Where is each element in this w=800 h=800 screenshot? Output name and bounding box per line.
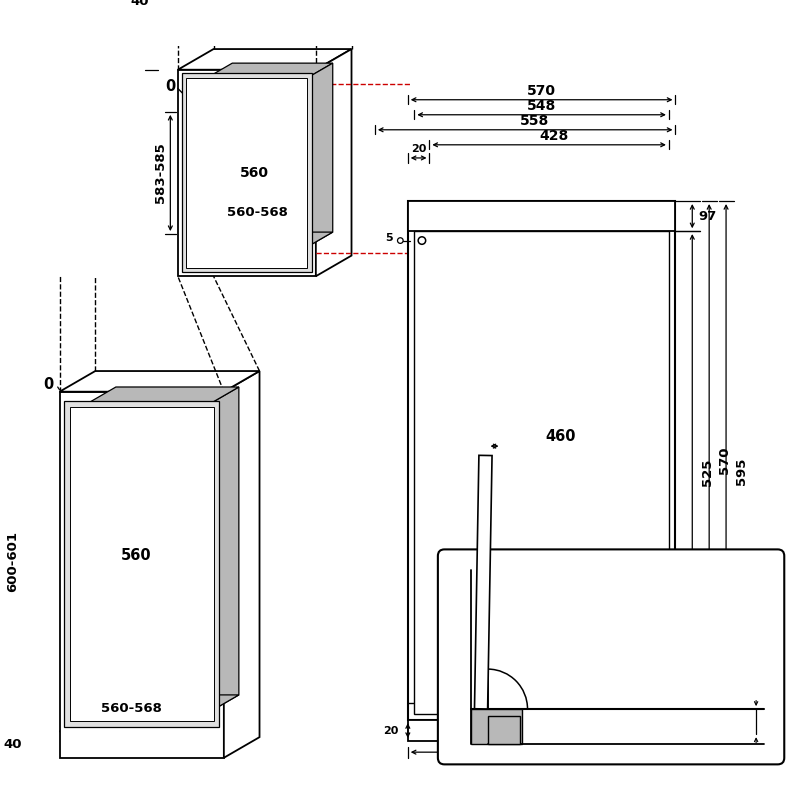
Circle shape [418,237,426,244]
Bar [186,78,307,268]
Circle shape [398,238,403,243]
Text: 558: 558 [520,114,549,128]
Bar [64,401,219,727]
Polygon shape [80,387,239,408]
Polygon shape [59,371,259,392]
Text: 9: 9 [762,718,772,732]
Polygon shape [80,695,239,715]
Text: 583-585: 583-585 [154,142,167,203]
FancyBboxPatch shape [438,550,784,764]
Text: 560-568: 560-568 [102,702,162,714]
Bar [408,201,675,720]
Bar [414,231,669,714]
Polygon shape [470,709,522,744]
Polygon shape [297,63,333,253]
Polygon shape [59,711,259,731]
Polygon shape [316,49,351,276]
Text: 20: 20 [383,726,398,735]
Bar [182,74,312,273]
Polygon shape [203,387,239,715]
Text: 89°: 89° [522,617,550,632]
Text: 460: 460 [545,430,575,444]
Text: 0: 0 [647,695,657,708]
Text: 0: 0 [44,377,54,392]
Polygon shape [474,455,492,709]
Text: 570: 570 [718,447,730,474]
Polygon shape [197,63,333,84]
Text: 560: 560 [122,549,152,563]
Text: 97: 97 [698,210,717,222]
Text: 0: 0 [166,79,175,94]
Bar [408,720,675,741]
Text: 20: 20 [411,145,426,154]
Text: 5: 5 [386,233,393,242]
Text: 560-568: 560-568 [227,206,288,219]
Text: 428: 428 [539,130,569,143]
Polygon shape [488,717,521,744]
Text: 570: 570 [527,84,556,98]
Text: 40: 40 [130,0,149,8]
Text: 595: 595 [734,458,747,485]
Text: 548: 548 [527,99,556,114]
Bar [408,201,675,231]
Bar [59,392,224,758]
Text: 600-601: 600-601 [6,531,19,592]
Text: 525: 525 [701,458,714,486]
Text: 560: 560 [239,166,268,180]
Bar [178,70,316,276]
Bar [70,406,214,721]
Polygon shape [197,232,333,253]
Text: 40: 40 [3,738,22,751]
Polygon shape [224,371,259,758]
Polygon shape [178,49,351,70]
Text: 595: 595 [527,753,556,766]
